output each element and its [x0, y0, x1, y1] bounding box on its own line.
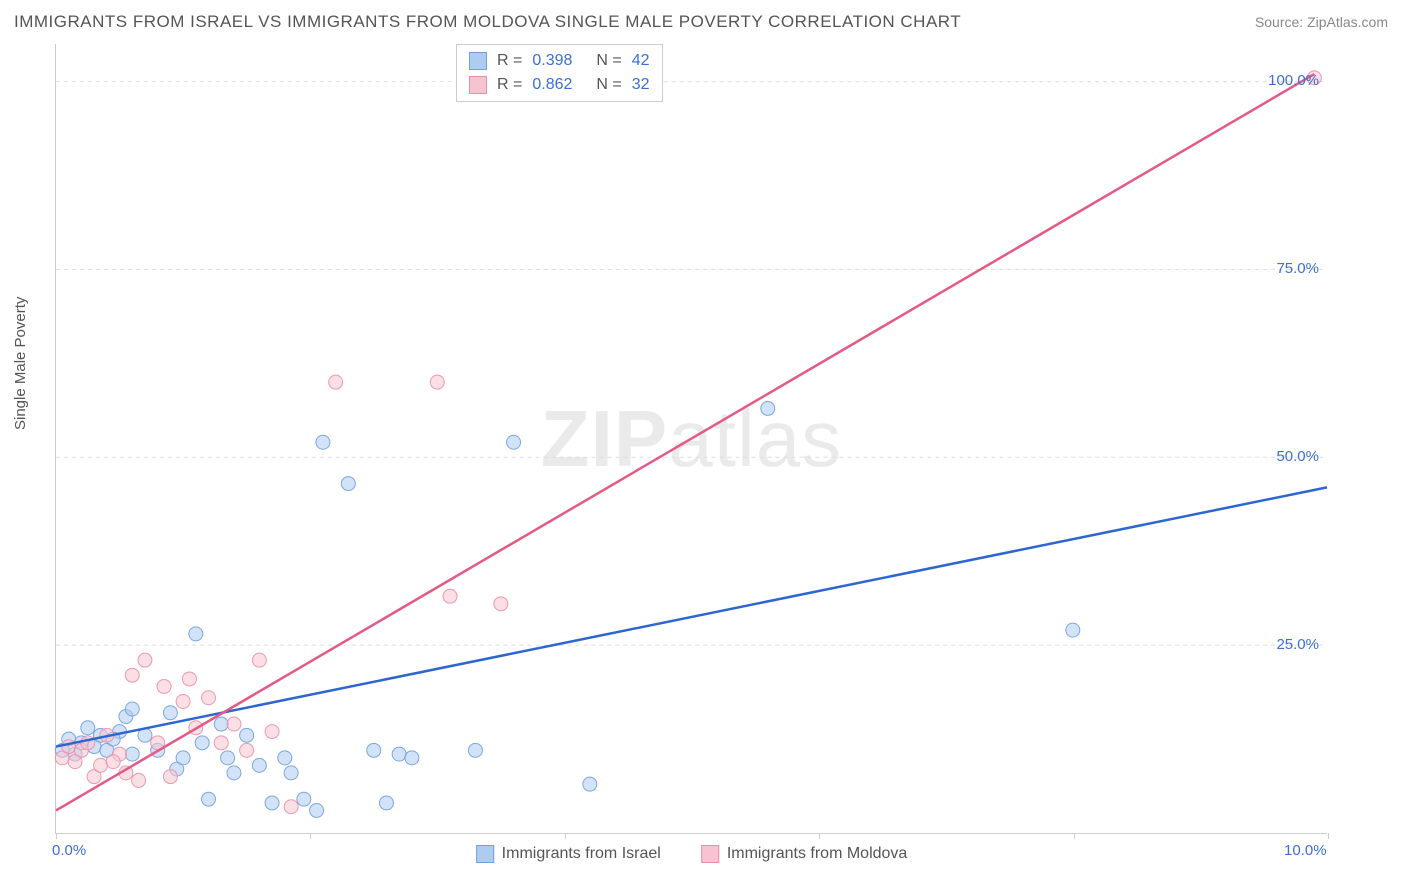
data-point: [278, 751, 292, 765]
data-point: [93, 758, 107, 772]
trend-line: [56, 487, 1327, 746]
correlation-legend: R = 0.398 N = 42 R = 0.862 N = 32: [456, 44, 663, 102]
swatch-israel: [476, 845, 494, 863]
trend-line: [56, 74, 1314, 810]
plot-area: ZIPatlas R = 0.398 N = 42 R = 0.862 N = …: [55, 44, 1327, 834]
data-point: [430, 375, 444, 389]
y-tick-label: 75.0%: [1276, 260, 1319, 277]
legend-row-israel: R = 0.398 N = 42: [469, 49, 650, 73]
n-value-moldova: 32: [632, 73, 650, 97]
chart-svg: [56, 44, 1327, 833]
swatch-moldova: [701, 845, 719, 863]
y-tick-label: 100.0%: [1268, 72, 1319, 89]
legend-label-israel: Immigrants from Israel: [502, 845, 661, 863]
data-point: [176, 751, 190, 765]
data-point: [341, 477, 355, 491]
legend-row-moldova: R = 0.862 N = 32: [469, 73, 650, 97]
data-point: [265, 725, 279, 739]
data-point: [176, 695, 190, 709]
y-tick-label: 50.0%: [1276, 448, 1319, 465]
data-point: [62, 740, 76, 754]
data-point: [252, 758, 266, 772]
legend-item-moldova: Immigrants from Moldova: [701, 845, 908, 863]
x-tick-mark: [819, 833, 820, 839]
data-point: [507, 435, 521, 449]
data-point: [310, 803, 324, 817]
data-point: [227, 717, 241, 731]
n-label: N =: [596, 73, 621, 97]
data-point: [163, 770, 177, 784]
data-point: [316, 435, 330, 449]
data-point: [195, 736, 209, 750]
data-point: [1066, 623, 1080, 637]
data-point: [81, 721, 95, 735]
data-point: [468, 743, 482, 757]
data-point: [392, 747, 406, 761]
source-value: ZipAtlas.com: [1307, 14, 1388, 30]
data-point: [202, 691, 216, 705]
series-legend: Immigrants from Israel Immigrants from M…: [476, 845, 908, 863]
r-label: R =: [497, 73, 522, 97]
data-point: [284, 800, 298, 814]
data-point: [202, 792, 216, 806]
data-point: [125, 668, 139, 682]
data-point: [379, 796, 393, 810]
data-point: [214, 717, 228, 731]
data-point: [214, 736, 228, 750]
data-point: [221, 751, 235, 765]
data-point: [125, 747, 139, 761]
data-point: [189, 627, 203, 641]
n-label: N =: [596, 49, 621, 73]
r-value-moldova: 0.862: [532, 73, 572, 97]
data-point: [157, 679, 171, 693]
data-point: [138, 653, 152, 667]
x-tick-mark: [1328, 833, 1329, 839]
legend-label-moldova: Immigrants from Moldova: [727, 845, 908, 863]
data-point: [163, 706, 177, 720]
source-label: Source:: [1255, 14, 1303, 30]
data-point: [443, 589, 457, 603]
y-axis-label: Single Male Poverty: [12, 297, 29, 430]
legend-item-israel: Immigrants from Israel: [476, 845, 661, 863]
r-label: R =: [497, 49, 522, 73]
r-value-israel: 0.398: [532, 49, 572, 73]
chart-title: IMMIGRANTS FROM ISRAEL VS IMMIGRANTS FRO…: [14, 12, 961, 32]
source-attribution: Source: ZipAtlas.com: [1255, 14, 1388, 30]
data-point: [132, 773, 146, 787]
x-tick-mark: [310, 833, 311, 839]
data-point: [265, 796, 279, 810]
x-tick-mark: [565, 833, 566, 839]
data-point: [329, 375, 343, 389]
data-point: [182, 672, 196, 686]
x-tick-mark: [56, 833, 57, 839]
swatch-israel: [469, 52, 487, 70]
data-point: [227, 766, 241, 780]
data-point: [297, 792, 311, 806]
data-point: [583, 777, 597, 791]
data-point: [405, 751, 419, 765]
n-value-israel: 42: [632, 49, 650, 73]
x-tick-label: 0.0%: [52, 842, 86, 859]
x-tick-mark: [1074, 833, 1075, 839]
data-point: [240, 743, 254, 757]
data-point: [284, 766, 298, 780]
data-point: [240, 728, 254, 742]
data-point: [125, 702, 139, 716]
data-point: [494, 597, 508, 611]
swatch-moldova: [469, 76, 487, 94]
data-point: [106, 755, 120, 769]
data-point: [761, 401, 775, 415]
x-tick-label: 10.0%: [1284, 842, 1327, 859]
data-point: [252, 653, 266, 667]
data-point: [367, 743, 381, 757]
y-tick-label: 25.0%: [1276, 636, 1319, 653]
